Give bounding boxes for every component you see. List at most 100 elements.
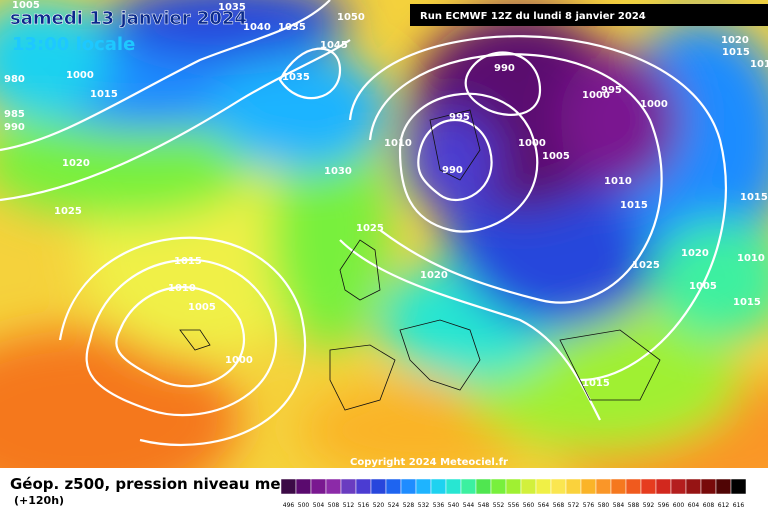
colorbar-swatch (730, 478, 747, 495)
coastline (179, 109, 661, 411)
isobar (398, 92, 539, 233)
isobar (368, 53, 663, 304)
isobar (417, 118, 493, 201)
colorbar-swatch (700, 478, 717, 495)
date: samedi 13 janvier 2024 (10, 8, 247, 29)
colorbar-label: 540 (448, 502, 460, 509)
isobar-label: 1020 (721, 35, 749, 46)
isobar-label: 1015 (733, 297, 761, 308)
colorbar-swatch (505, 478, 522, 495)
colorbar-swatch (715, 478, 732, 495)
colorbar-swatch (670, 478, 687, 495)
colorbar-label: 600 (673, 502, 685, 509)
colorbar-label: 616 (733, 502, 745, 509)
isobar-label: 990 (442, 165, 463, 176)
colorbar-swatch (595, 478, 612, 495)
colorbar-label: 604 (688, 502, 700, 509)
colorbar-swatch (400, 478, 417, 495)
isobar-label: 1025 (54, 206, 82, 217)
colorbar-label: 524 (388, 502, 400, 509)
colorbar-label: 504 (313, 502, 325, 509)
colorbar-swatch (565, 478, 582, 495)
isobar-label: 1035 (282, 72, 310, 83)
isobar-label: 1000 (582, 90, 610, 101)
isobar (115, 286, 246, 388)
colorbar-swatch (430, 478, 447, 495)
isobar-label: 1005 (12, 0, 40, 11)
colorbar-swatch (625, 478, 642, 495)
colorbar-label: 596 (658, 502, 670, 509)
colorbar-label: 592 (643, 502, 655, 509)
isobar-label: 1010 (737, 253, 765, 264)
isobar-label: 1005 (188, 302, 216, 313)
colorbar-swatch (385, 478, 402, 495)
isobar-label: 980 (4, 74, 25, 85)
isobar-label: 1000 (640, 99, 668, 110)
isobar (339, 239, 601, 421)
colorbar-swatch (295, 478, 312, 495)
footer-title: Géop. z500, pression niveau mer (10, 475, 289, 493)
colorbar-swatch (415, 478, 432, 495)
isobar (0, 0, 331, 152)
colorbar-label: 576 (583, 502, 595, 509)
isobar (0, 39, 351, 202)
isobar (278, 47, 342, 100)
run-box (410, 4, 768, 26)
colorbar-swatch (640, 478, 657, 495)
isobar-label: 1000 (66, 70, 94, 81)
isobar-label: 1005 (542, 151, 570, 162)
colorbar-label: 608 (703, 502, 715, 509)
isobar-label: 985 (4, 109, 25, 120)
isobar-label: 1010 (168, 283, 196, 294)
colorbar-label: 556 (508, 502, 520, 509)
colorbar-swatch (310, 478, 327, 495)
isobar-label: 1010 (384, 138, 412, 149)
copyright: Copyright 2024 Meteociel.fr (350, 457, 508, 468)
colorbar-label: 512 (343, 502, 355, 509)
isobar-label: 1015 (722, 47, 750, 58)
isobar-label: 1040 (243, 22, 271, 33)
isobar-label: 1010 (604, 176, 632, 187)
colorbar-label: 544 (463, 502, 475, 509)
isobar-label: 1020 (420, 270, 448, 281)
isobar-label: 1025 (356, 223, 384, 234)
colorbar-label: 612 (718, 502, 730, 509)
isobar-label: 1050 (337, 12, 365, 23)
colorbar-swatch (655, 478, 672, 495)
colorbar-label: 548 (478, 502, 490, 509)
colorbar-label: 580 (598, 502, 610, 509)
colorbar-label: 516 (358, 502, 370, 509)
isobar (85, 258, 278, 417)
isobar-label: 1025 (632, 260, 660, 271)
colorbar-label: 568 (553, 502, 565, 509)
colorbar-label: 496 (283, 502, 295, 509)
colorbar-label: 528 (403, 502, 415, 509)
isobar-label: 1015 (582, 378, 610, 389)
isobar-label: 1015 (620, 200, 648, 211)
isobar-label: 1015 (90, 89, 118, 100)
colorbar-label: 532 (418, 502, 430, 509)
colorbar-label: 572 (568, 502, 580, 509)
isobar-label: 1005 (689, 281, 717, 292)
colorbar-swatch (550, 478, 567, 495)
isobar-label: 1020 (62, 158, 90, 169)
colorbar-label: 584 (613, 502, 625, 509)
isobar (58, 236, 307, 447)
colorbar-swatch (445, 478, 462, 495)
isobar-label: 1035 (278, 22, 306, 33)
colorbar-swatch (610, 478, 627, 495)
isobar-label: 1015 (740, 192, 768, 203)
colorbar-swatch (520, 478, 537, 495)
colorbar-swatch (475, 478, 492, 495)
colorbar-swatch (490, 478, 507, 495)
isobar-label: 995 (449, 112, 470, 123)
colorbar-swatch (535, 478, 552, 495)
colorbar-swatch (460, 478, 477, 495)
isobar-label: 990 (4, 122, 25, 133)
colorbar-label: 564 (538, 502, 550, 509)
isobar-label: 990 (494, 63, 515, 74)
colorbar-label: 536 (433, 502, 445, 509)
colorbar-swatch (355, 478, 372, 495)
isobar-label: 995 (601, 85, 622, 96)
